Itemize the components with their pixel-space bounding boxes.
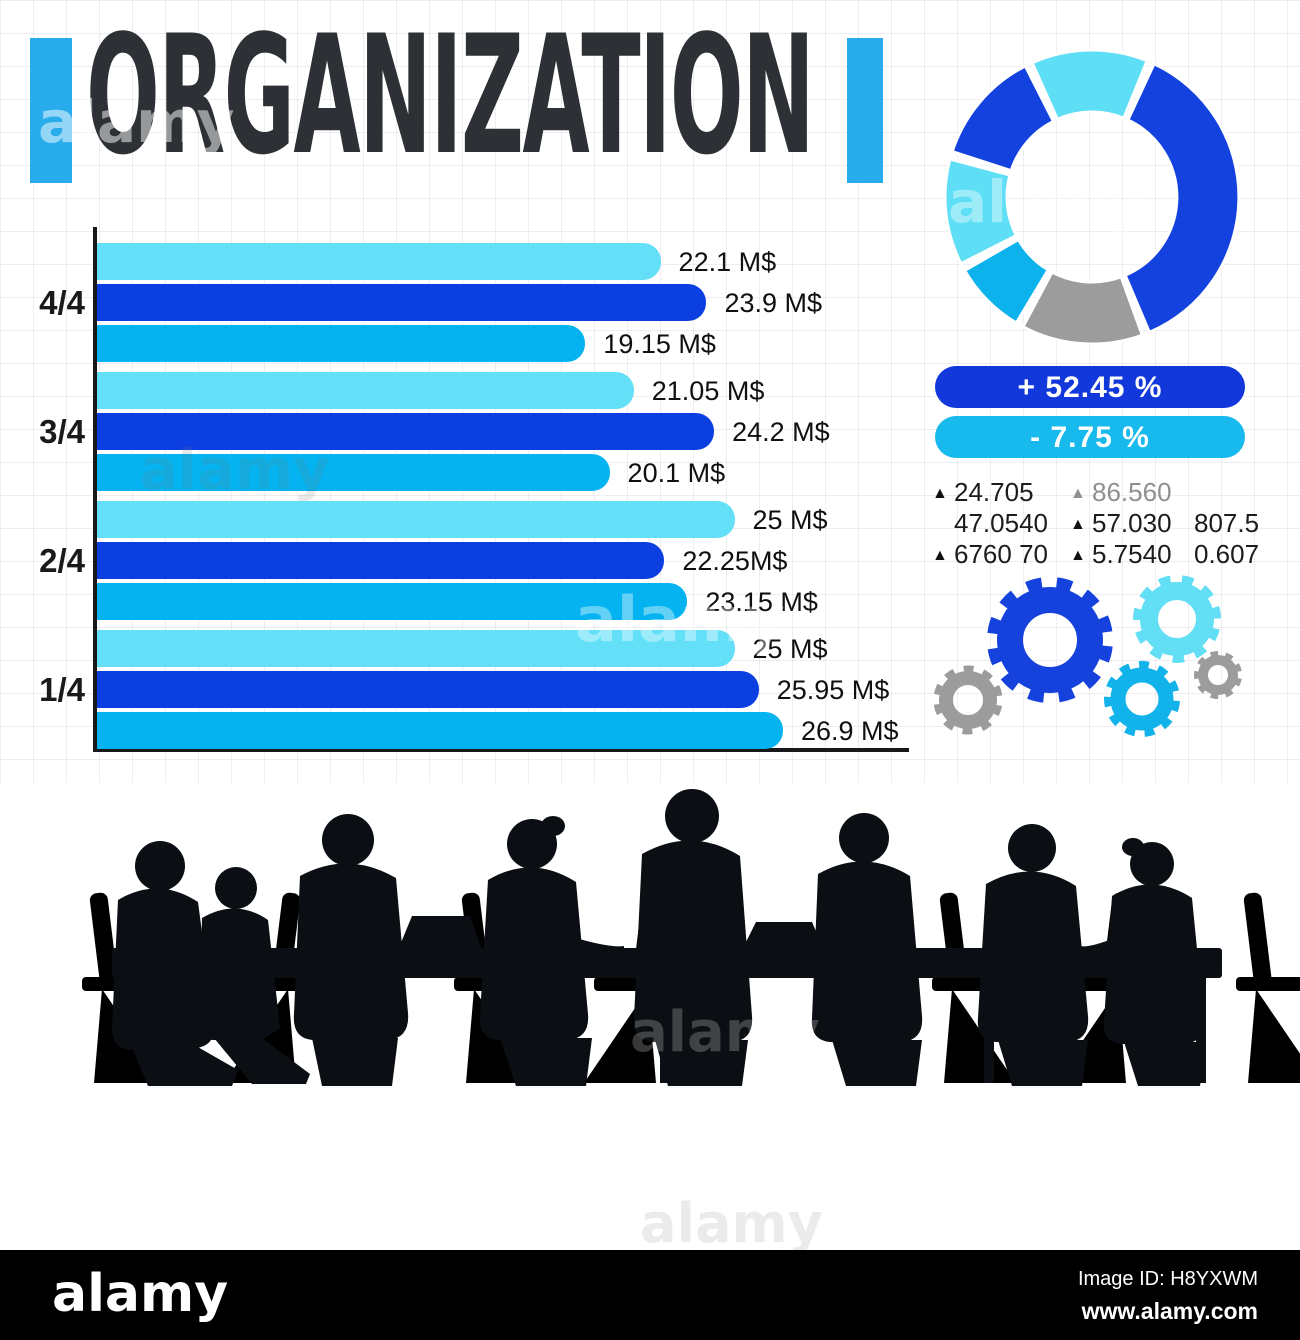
donut-segment xyxy=(1123,61,1241,335)
page-title: ORGANIZATION xyxy=(86,0,1300,191)
bar-value-label: 21.05 M$ xyxy=(651,376,765,406)
bar-value-label: 23.15 M$ xyxy=(705,587,818,617)
chair-silhouette xyxy=(1236,891,1300,1083)
stats-column-1: ▲ 24.705 ▲47.0540 ▲ 6760 70 xyxy=(932,477,1048,570)
triangle-up-icon: ▲ xyxy=(1070,516,1086,533)
bar xyxy=(97,372,634,409)
stats-column-3: 807.5 0.607 xyxy=(1194,477,1259,570)
triangle-up-icon: ▲ xyxy=(1070,485,1086,502)
triangle-up-icon: ▲ xyxy=(932,485,948,502)
kpi-pill-positive-label: + 52.45 % xyxy=(1017,371,1163,404)
person-silhouette xyxy=(776,813,923,1086)
stats-block: ▲24.705 ▲47.0540 ▲6760 70 ▲86.560 ▲57.03… xyxy=(932,477,1277,577)
kpi-pill-negative-label: - 7.75 % xyxy=(1030,421,1150,454)
bar xyxy=(97,630,735,667)
bar-value-label: 26.9 M$ xyxy=(800,716,899,746)
bar-chart-plot: 4/4 22.1 M$ 23.9 M$ 19.15 M$ 3/4 21.05 M$ 24.2… xyxy=(39,227,909,752)
stat-number: 0.607 xyxy=(1194,539,1260,569)
bar xyxy=(97,542,665,579)
stats-column-2: ▲ 86.560 ▲ 57.030 ▲ 5.7540 xyxy=(1070,477,1172,570)
meeting-silhouette-photo xyxy=(82,789,1300,1250)
stat-value: ▲ 57.030 xyxy=(1070,508,1172,539)
bar-value-label: 25 M$ xyxy=(752,505,828,535)
triangle-up-icon: ▲ xyxy=(1070,547,1086,564)
table-leg xyxy=(1196,976,1206,1083)
stat-number: 24.705 xyxy=(954,477,1034,507)
conference-table xyxy=(112,948,1222,978)
page-title-text: ORGANIZATION xyxy=(86,0,815,191)
footer-meta: Image ID: H8YXWM www.alamy.com xyxy=(1078,1268,1258,1325)
bar-group-label: 3/4 xyxy=(39,413,85,450)
kpi-pill-negative: - 7.75 % xyxy=(935,416,1245,458)
bar xyxy=(97,501,735,538)
stat-value xyxy=(1194,477,1259,508)
bar-value-label: 20.1 M$ xyxy=(627,458,726,488)
bar-group-label: 1/4 xyxy=(39,671,85,708)
laptop-silhouette xyxy=(742,922,824,950)
donut-segment xyxy=(1020,270,1145,346)
bar xyxy=(97,454,610,491)
stat-number: 86.560 xyxy=(1092,477,1172,507)
gear-icon-blue-large xyxy=(987,577,1113,703)
stat-number: 47.0540 xyxy=(954,508,1048,538)
floor-reflection xyxy=(82,1090,1300,1250)
gear-icon-gray-left xyxy=(933,665,1003,735)
table-leg xyxy=(984,976,994,1083)
triangle-up-icon: ▲ xyxy=(932,547,948,564)
bar xyxy=(97,712,783,749)
alamy-logo: alamy xyxy=(52,1264,229,1324)
person-silhouette xyxy=(633,789,753,1086)
bar xyxy=(97,583,688,620)
donut-chart xyxy=(943,48,1241,346)
gear-icon-cyan xyxy=(1104,661,1180,737)
kpi-pill-positive: + 52.45 % xyxy=(935,366,1245,408)
title-accent-bar-right xyxy=(847,38,883,183)
bar xyxy=(97,243,661,280)
stat-number: 57.030 xyxy=(1092,508,1172,538)
stat-number: 6760 70 xyxy=(954,539,1048,569)
donut-segment xyxy=(943,157,1019,266)
bar-value-label: 22.1 M$ xyxy=(678,247,777,277)
bar xyxy=(97,671,759,708)
laptop-silhouette xyxy=(398,916,482,950)
gear-icon-cyan-light xyxy=(1133,575,1221,663)
stat-value: ▲47.0540 xyxy=(932,508,1048,539)
image-id-text: Image ID: H8YXWM xyxy=(1077,1268,1258,1290)
stat-value: ▲ 24.705 xyxy=(932,477,1048,508)
bar-group-label: 4/4 xyxy=(39,284,85,321)
bar-value-label: 25.95 M$ xyxy=(776,675,890,705)
stat-value: ▲ 86.560 xyxy=(1070,477,1172,508)
gears-graphic xyxy=(933,575,1242,737)
donut-segment xyxy=(962,237,1051,326)
stat-value: 0.607 xyxy=(1194,539,1259,570)
bar xyxy=(97,284,707,321)
title-accent-bar-left xyxy=(30,38,72,183)
bar-value-label: 19.15 M$ xyxy=(603,329,716,359)
bar-group-label: 2/4 xyxy=(39,542,85,579)
bar-value-label: 22.25M$ xyxy=(682,546,788,576)
stat-value: ▲ 5.7540 xyxy=(1070,539,1172,570)
donut-segment xyxy=(950,63,1056,173)
bar xyxy=(97,413,715,450)
table-leg xyxy=(660,976,672,1083)
bar-value-label: 25 M$ xyxy=(752,634,828,664)
stat-number: 5.7540 xyxy=(1092,539,1172,569)
gear-icon-gray-right xyxy=(1194,651,1242,699)
stat-number: 807.5 xyxy=(1194,508,1260,538)
bar-value-label: 23.9 M$ xyxy=(724,288,822,318)
stat-value: ▲ 6760 70 xyxy=(932,539,1048,570)
bar xyxy=(97,325,586,362)
stat-value: 807.5 xyxy=(1194,508,1259,539)
bar-value-label: 24.2 M$ xyxy=(732,417,830,447)
alamy-url-text: www.alamy.com xyxy=(1081,1298,1258,1324)
donut-segment xyxy=(1030,48,1150,122)
table-leg xyxy=(338,976,348,1083)
footer-bar: alamy Image ID: H8YXWM www.alamy.com xyxy=(0,1250,1300,1340)
